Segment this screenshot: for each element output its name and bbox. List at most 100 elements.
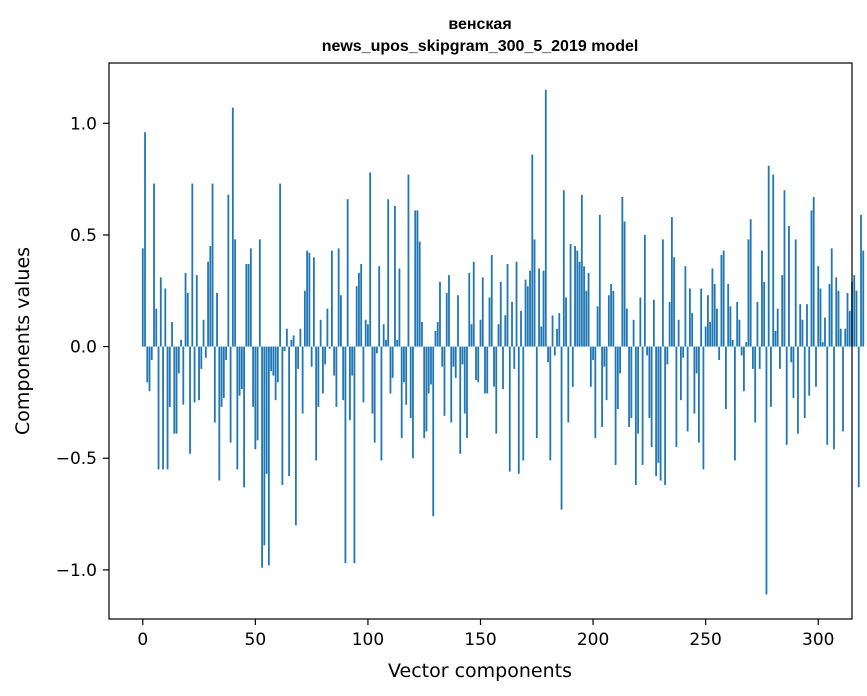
bar [254, 346, 257, 450]
bar [409, 346, 412, 419]
bar [585, 290, 588, 347]
bar [486, 346, 489, 394]
bar [459, 346, 462, 454]
bar [596, 306, 599, 347]
bar [844, 328, 847, 347]
bar [355, 286, 358, 347]
y-tick-label: 0.0 [70, 338, 97, 358]
y-axis-label: Components values [12, 247, 34, 435]
bar [842, 346, 844, 432]
bar [493, 346, 495, 387]
bar [175, 346, 178, 434]
bar [698, 346, 700, 443]
bar [556, 328, 558, 347]
bar [779, 346, 781, 369]
bar [306, 250, 309, 347]
bar [369, 172, 372, 347]
bar [236, 346, 239, 470]
bar [457, 295, 459, 347]
bar [781, 275, 784, 347]
bar [677, 319, 680, 347]
bar [499, 281, 502, 347]
bar [292, 335, 295, 347]
bar [468, 272, 471, 347]
bar [520, 310, 522, 347]
bar [612, 290, 615, 347]
bar [799, 304, 802, 347]
y-tick-label: 1.0 [70, 114, 97, 134]
bar [862, 250, 865, 347]
bar [815, 346, 817, 387]
bar [364, 319, 367, 347]
bar [803, 346, 806, 419]
bar [513, 346, 516, 369]
bar [610, 284, 612, 347]
bar [405, 346, 408, 405]
bar [562, 190, 565, 347]
bar [571, 346, 574, 387]
bar [857, 346, 860, 488]
bar [734, 346, 736, 461]
bar [479, 319, 482, 347]
bar [657, 346, 660, 463]
bar [797, 346, 799, 434]
bar [324, 346, 327, 365]
bar [398, 268, 401, 347]
bar [335, 346, 338, 407]
bar [839, 328, 842, 347]
bar [765, 346, 768, 595]
bar [565, 297, 567, 347]
bar [855, 290, 858, 347]
bar [193, 346, 196, 403]
bar [432, 346, 435, 517]
bar [488, 297, 491, 347]
bar [835, 277, 838, 347]
bar [833, 346, 835, 450]
bar [848, 310, 851, 347]
bar [788, 226, 790, 347]
bar [249, 248, 252, 347]
x-tick-label: 100 [352, 630, 384, 650]
bar [150, 346, 153, 360]
bar [484, 346, 486, 394]
bar [740, 346, 743, 356]
bar [574, 246, 576, 347]
bar [328, 346, 331, 349]
bar [679, 346, 682, 401]
bar [718, 346, 721, 360]
bar [403, 346, 405, 383]
bar [502, 346, 504, 390]
bar [263, 346, 266, 546]
bar [727, 284, 730, 347]
bar [707, 295, 709, 347]
bar [790, 346, 793, 363]
bar [756, 301, 759, 347]
bar [684, 266, 687, 347]
bar [407, 174, 410, 347]
bar [745, 342, 748, 347]
bar [652, 299, 655, 347]
bar [709, 322, 712, 347]
plot-frame [108, 62, 853, 620]
bar [817, 266, 820, 347]
bar [389, 346, 392, 394]
bar [423, 346, 426, 439]
bar [702, 346, 705, 470]
bar [664, 346, 667, 486]
bar [231, 107, 234, 347]
bar [763, 281, 766, 347]
bar [558, 313, 561, 347]
bar [337, 248, 340, 347]
bar [470, 324, 473, 347]
bar [846, 292, 849, 347]
bar [220, 346, 223, 407]
bar [490, 255, 493, 347]
bar-series [141, 89, 865, 595]
bar [614, 346, 617, 465]
bar [274, 346, 277, 401]
bar [209, 246, 212, 347]
bar [463, 346, 466, 414]
bar [605, 346, 608, 401]
bar [189, 346, 191, 454]
